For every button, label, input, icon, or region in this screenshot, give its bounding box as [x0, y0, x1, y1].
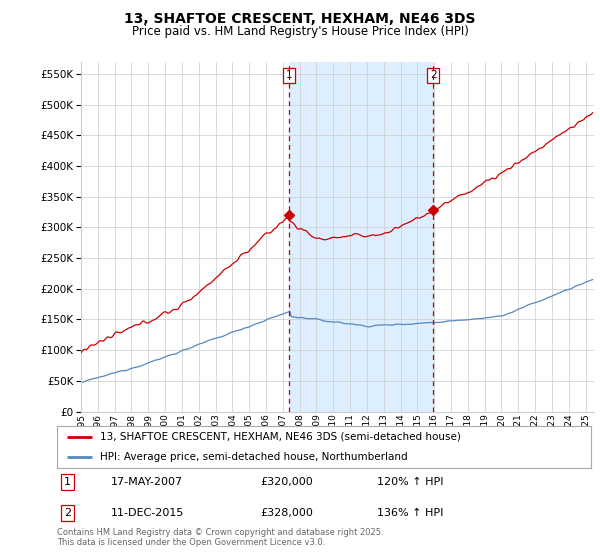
- Text: Price paid vs. HM Land Registry's House Price Index (HPI): Price paid vs. HM Land Registry's House …: [131, 25, 469, 38]
- Text: 2: 2: [64, 508, 71, 518]
- Text: £328,000: £328,000: [260, 508, 313, 518]
- Text: 1: 1: [64, 477, 71, 487]
- Text: 1: 1: [286, 71, 292, 80]
- Text: HPI: Average price, semi-detached house, Northumberland: HPI: Average price, semi-detached house,…: [100, 452, 407, 462]
- Text: 136% ↑ HPI: 136% ↑ HPI: [377, 508, 444, 518]
- Bar: [289, 62, 433, 412]
- Text: £320,000: £320,000: [260, 477, 313, 487]
- Text: 13, SHAFTOE CRESCENT, HEXHAM, NE46 3DS (semi-detached house): 13, SHAFTOE CRESCENT, HEXHAM, NE46 3DS (…: [100, 432, 461, 442]
- Text: 11-DEC-2015: 11-DEC-2015: [110, 508, 184, 518]
- Text: 13, SHAFTOE CRESCENT, HEXHAM, NE46 3DS: 13, SHAFTOE CRESCENT, HEXHAM, NE46 3DS: [124, 12, 476, 26]
- Text: 17-MAY-2007: 17-MAY-2007: [110, 477, 182, 487]
- Text: 120% ↑ HPI: 120% ↑ HPI: [377, 477, 444, 487]
- Text: Contains HM Land Registry data © Crown copyright and database right 2025.
This d: Contains HM Land Registry data © Crown c…: [57, 528, 383, 547]
- Text: 2: 2: [430, 71, 437, 80]
